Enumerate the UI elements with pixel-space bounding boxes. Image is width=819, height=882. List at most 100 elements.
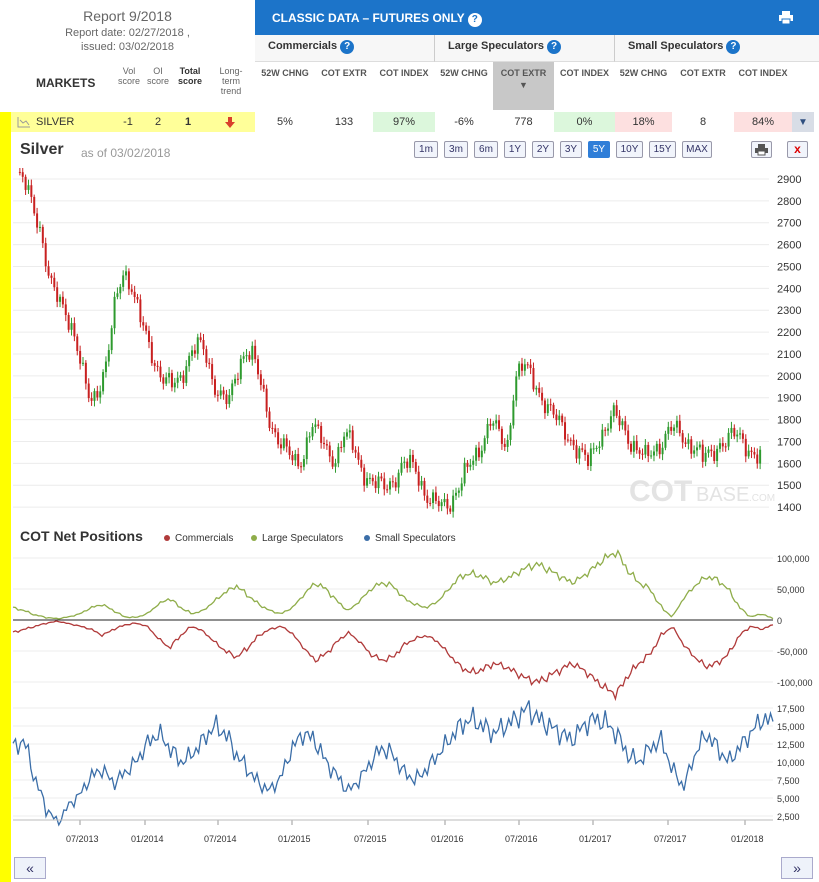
candle-body <box>44 243 47 267</box>
candle-body <box>211 364 214 380</box>
help-icon[interactable]: ? <box>467 13 482 27</box>
range-button-5y[interactable]: 5Y <box>588 141 610 158</box>
candle-body <box>469 464 472 467</box>
help-icon[interactable]: ? <box>547 40 562 54</box>
market-row-silver[interactable]: SILVER -1 2 1 5% 133 97% -6% 778 0% 18% … <box>0 112 819 132</box>
range-button-1y[interactable]: 1Y <box>504 141 526 158</box>
prev-market-button[interactable]: « <box>14 857 46 879</box>
col-header-sorted[interactable]: COT EXTR ▼ <box>493 62 554 110</box>
candle-body <box>236 378 239 380</box>
candle-body <box>127 271 130 290</box>
x-tick-label: 01/2018 <box>731 834 764 844</box>
y-tick-label: 1600 <box>777 458 801 470</box>
candle-body <box>386 489 389 491</box>
price-chart[interactable]: 1400 1500 1600 1700 1800 1900 2000 2100 2200 2300… <box>11 168 819 518</box>
candle-body <box>592 448 595 450</box>
range-button-10y[interactable]: 10Y <box>616 141 643 158</box>
y-tick-label: 2000 <box>777 371 801 383</box>
range-button-6m[interactable]: 6m <box>474 141 498 158</box>
candle-body <box>630 443 633 452</box>
candle-body <box>417 471 420 486</box>
candle-body <box>191 350 194 356</box>
candle-body <box>437 500 440 507</box>
vol-score-header[interactable]: Vol score <box>117 66 140 86</box>
range-button-15y[interactable]: 15Y <box>649 141 676 158</box>
candle-body <box>331 456 334 467</box>
range-button-3y[interactable]: 3Y <box>560 141 582 158</box>
candle-body <box>409 454 412 468</box>
candle-body <box>440 502 443 507</box>
x-tick-label: 07/2014 <box>204 834 237 844</box>
col-header[interactable]: COT INDEX <box>559 68 609 78</box>
candle-body <box>624 421 627 431</box>
col-header[interactable]: COT EXTR <box>680 68 726 78</box>
candle-body <box>472 460 475 465</box>
col-header[interactable]: 52W CHNG <box>440 68 488 78</box>
candle-body <box>193 350 196 354</box>
next-market-button[interactable]: » <box>781 857 813 879</box>
legend-large-speculators[interactable]: Large Speculators <box>251 533 343 544</box>
candle-body <box>759 449 762 464</box>
candle-body <box>366 478 369 486</box>
y-tick-label: 1900 <box>777 393 801 405</box>
row-expand-button[interactable]: ▼ <box>792 112 814 132</box>
legend-commercials[interactable]: Commercials <box>164 533 233 544</box>
candle-body <box>569 439 572 441</box>
y-tick-label: 2900 <box>777 174 801 186</box>
col-header[interactable]: 52W CHNG <box>261 68 309 78</box>
candle-body <box>228 395 231 405</box>
candle-body <box>277 432 280 445</box>
print-icon <box>755 144 768 156</box>
y-tick-label: 0 <box>777 616 782 626</box>
range-button-max[interactable]: MAX <box>682 141 712 158</box>
trend-header[interactable]: Long-term trend <box>219 66 243 96</box>
candle-body <box>486 423 489 439</box>
col-header[interactable]: COT EXTR <box>321 68 367 78</box>
candle-body <box>199 337 202 341</box>
commercials-line <box>12 620 774 702</box>
y-tick-label: 1400 <box>777 502 801 514</box>
cot-chart[interactable]: 0 50,000 100,000 -50,000 -100,000 2,500 5,000 7… <box>11 548 819 850</box>
legend-small-speculators[interactable]: Small Speculators <box>364 533 456 544</box>
col-header[interactable]: 52W CHNG <box>619 68 668 78</box>
candle-body <box>500 428 503 444</box>
oi-score-header[interactable]: OI score <box>146 66 169 86</box>
candle-body <box>18 171 21 173</box>
classic-data-header: CLASSIC DATA – FUTURES ONLY ? <box>255 0 819 35</box>
candle-body <box>673 427 676 431</box>
range-button-3m[interactable]: 3m <box>444 141 468 158</box>
y-tick-label: 2800 <box>777 196 801 208</box>
markets-header[interactable]: MARKETS <box>36 76 96 90</box>
candle-body <box>156 365 159 367</box>
range-button-1m[interactable]: 1m <box>414 141 438 158</box>
total-score-header[interactable]: Total score <box>177 66 203 86</box>
candle-body <box>125 271 128 276</box>
range-button-2y[interactable]: 2Y <box>532 141 554 158</box>
col-header[interactable]: COT INDEX <box>738 68 788 78</box>
candle-body <box>334 463 337 467</box>
candle-body <box>581 448 584 450</box>
candle-body <box>285 438 288 447</box>
candle-body <box>33 196 36 214</box>
col-header[interactable]: COT INDEX <box>379 68 429 78</box>
candle-body <box>343 436 346 448</box>
chart-close-button[interactable]: x <box>787 141 808 158</box>
candle-body <box>179 375 182 378</box>
candle-body <box>383 478 386 490</box>
large-speculators-line <box>12 549 774 620</box>
report-info: Report 9/2018 Report date: 02/27/2018 , … <box>0 0 255 112</box>
candle-body <box>354 449 357 453</box>
print-icon[interactable] <box>779 11 793 24</box>
help-icon[interactable]: ? <box>726 40 741 54</box>
candle-body <box>165 377 168 384</box>
market-highlight-bar <box>0 112 11 882</box>
market-name[interactable]: SILVER <box>36 116 75 128</box>
y-tick-label: 2400 <box>777 283 801 295</box>
candle-body <box>30 185 33 197</box>
help-icon[interactable]: ? <box>340 40 355 54</box>
candle-body <box>64 304 67 316</box>
large-cot-index: 0% <box>554 112 615 132</box>
chart-print-button[interactable] <box>751 141 772 158</box>
candle-body <box>449 508 452 512</box>
comm-cot-extr: 133 <box>334 116 354 128</box>
